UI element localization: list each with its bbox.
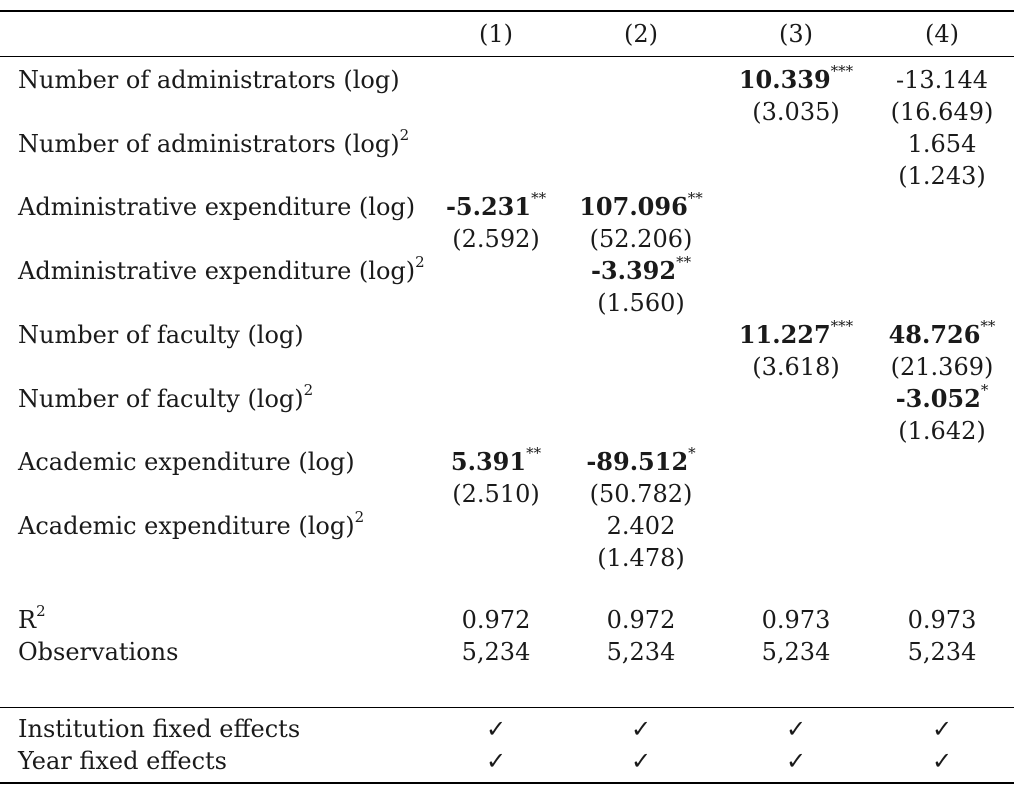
check-mark-icon: ✓ xyxy=(931,715,953,743)
check-mark-icon: ✓ xyxy=(485,747,507,775)
column-header: (4) xyxy=(925,20,959,48)
check-mark-icon: ✓ xyxy=(931,747,953,775)
standard-error-row: (1.478) xyxy=(0,542,1014,574)
coefficient-row: Academic expenditure (log) 5.391** -89.512… xyxy=(0,446,1014,478)
standard-error-value: (1.560) xyxy=(597,289,685,317)
coefficient-row: Number of faculty (log)2 -3.052* xyxy=(0,383,1014,415)
column-header: (2) xyxy=(624,20,658,48)
top-rule xyxy=(0,10,1014,12)
fixed-effects-label: Year fixed effects xyxy=(18,747,227,775)
standard-error-value: (1.478) xyxy=(597,544,685,572)
coefficient-value: -3.052* xyxy=(895,381,989,414)
significance-stars: ** xyxy=(676,253,692,271)
significance-stars: * xyxy=(688,444,696,462)
bottom-rule xyxy=(0,782,1014,784)
check-mark-icon: ✓ xyxy=(785,747,807,775)
fixed-effects-row: Year fixed effects ✓ ✓ ✓ ✓ xyxy=(0,745,1014,777)
coefficient-row: Number of administrators (log)2 1.654 xyxy=(0,128,1014,160)
coefficient-value: 48.726** xyxy=(888,317,996,350)
standard-error-value: (2.592) xyxy=(452,225,540,253)
variable-label: Administrative expenditure (log)2 xyxy=(18,253,425,286)
coefficient-row: Administrative expenditure (log)2 -3.392*… xyxy=(0,255,1014,287)
r2-value: 0.973 xyxy=(907,606,977,634)
standard-error-value: (1.243) xyxy=(898,162,986,190)
coefficient-value: 2.402 xyxy=(606,512,676,540)
significance-stars: ** xyxy=(531,189,547,207)
standard-error-value: (52.206) xyxy=(589,225,693,253)
standard-error-value: (1.642) xyxy=(898,417,986,445)
coefficient-value: -3.392** xyxy=(590,253,692,286)
fixed-effects-row: Institution fixed effects ✓ ✓ ✓ ✓ xyxy=(0,713,1014,745)
variable-label: Number of faculty (log) xyxy=(18,321,304,349)
standard-error-value: (21.369) xyxy=(890,353,994,381)
r2-value: 0.973 xyxy=(761,606,831,634)
column-header: (1) xyxy=(479,20,513,48)
observations-value: 5,234 xyxy=(761,638,831,666)
fixed-effects-label: Institution fixed effects xyxy=(18,715,301,743)
coefficient-row: Number of administrators (log) 10.339*** -… xyxy=(0,64,1014,96)
significance-stars: ** xyxy=(526,444,542,462)
coefficient-row: Academic expenditure (log)2 2.402 xyxy=(0,510,1014,542)
observations-value: 5,234 xyxy=(907,638,977,666)
coefficient-value: -5.231** xyxy=(445,189,547,222)
coefficient-row: Number of faculty (log) 11.227*** 48.726** xyxy=(0,319,1014,351)
observations-value: 5,234 xyxy=(606,638,676,666)
variable-label: Number of administrators (log) xyxy=(18,66,400,94)
coefficient-value: 107.096** xyxy=(579,189,703,222)
check-mark-icon: ✓ xyxy=(785,715,807,743)
standard-error-row: (1.243) xyxy=(0,160,1014,192)
r2-row: R2 0.972 0.972 0.973 0.973 xyxy=(0,604,1014,636)
standard-error-row: (2.510) (50.782) xyxy=(0,478,1014,510)
header-row: (1) (2) (3) (4) xyxy=(0,18,1014,50)
observations-label: Observations xyxy=(18,638,179,666)
coefficient-row: Administrative expenditure (log) -5.231**… xyxy=(0,191,1014,223)
variable-label: Academic expenditure (log)2 xyxy=(18,508,365,541)
check-mark-icon: ✓ xyxy=(630,747,652,775)
coefficient-value: -89.512* xyxy=(586,444,696,477)
standard-error-row: (3.035) (16.649) xyxy=(0,96,1014,128)
coefficient-value: 1.654 xyxy=(907,130,977,158)
r2-label: R2 xyxy=(18,602,46,635)
standard-error-value: (16.649) xyxy=(890,98,994,126)
observations-row: Observations 5,234 5,234 5,234 5,234 xyxy=(0,636,1014,668)
fixed-effects-rule xyxy=(0,707,1014,708)
r2-value: 0.972 xyxy=(606,606,676,634)
header-rule xyxy=(0,56,1014,57)
significance-stars: ** xyxy=(687,189,703,207)
check-mark-icon: ✓ xyxy=(485,715,507,743)
significance-stars: ** xyxy=(980,317,996,335)
coefficient-value: 11.227*** xyxy=(738,317,854,350)
coefficient-value: 5.391** xyxy=(450,444,542,477)
variable-label: Academic expenditure (log) xyxy=(18,448,355,476)
variable-label: Number of administrators (log)2 xyxy=(18,126,410,159)
standard-error-value: (3.618) xyxy=(752,353,840,381)
standard-error-value: (3.035) xyxy=(752,98,840,126)
standard-error-row: (2.592) (52.206) xyxy=(0,223,1014,255)
standard-error-value: (2.510) xyxy=(452,480,540,508)
coefficient-value: -13.144 xyxy=(895,66,989,94)
standard-error-row: (1.642) xyxy=(0,415,1014,447)
observations-value: 5,234 xyxy=(461,638,531,666)
r2-value: 0.972 xyxy=(461,606,531,634)
significance-stars: *** xyxy=(830,62,854,80)
standard-error-row: (3.618) (21.369) xyxy=(0,351,1014,383)
standard-error-row: (1.560) xyxy=(0,287,1014,319)
column-header: (3) xyxy=(779,20,813,48)
variable-label: Number of faculty (log)2 xyxy=(18,381,314,414)
standard-error-value: (50.782) xyxy=(589,480,693,508)
significance-stars: * xyxy=(980,381,989,399)
variable-label: Administrative expenditure (log) xyxy=(18,193,416,221)
significance-stars: *** xyxy=(830,317,854,335)
check-mark-icon: ✓ xyxy=(630,715,652,743)
coefficient-value: 10.339*** xyxy=(738,62,854,95)
